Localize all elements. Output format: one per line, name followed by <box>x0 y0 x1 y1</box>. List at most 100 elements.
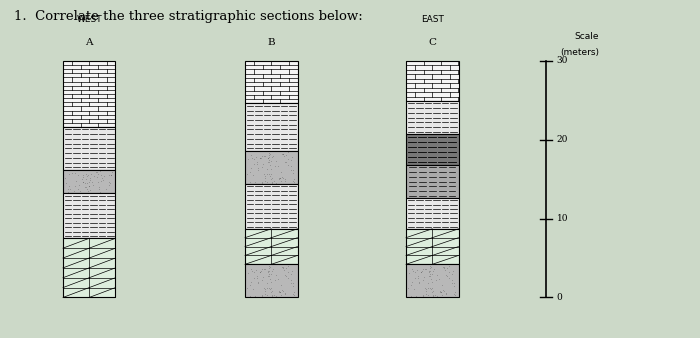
Point <box>423 293 434 298</box>
Point <box>272 276 284 282</box>
Point <box>265 162 276 168</box>
Point <box>78 179 89 185</box>
Point <box>246 269 257 274</box>
Point <box>92 169 103 175</box>
Point <box>258 285 270 291</box>
Point <box>276 288 288 293</box>
Point <box>277 151 288 157</box>
Point <box>245 279 256 284</box>
Point <box>420 288 431 294</box>
Point <box>75 188 86 194</box>
Point <box>96 172 107 178</box>
Point <box>250 154 261 159</box>
Point <box>82 189 93 194</box>
Point <box>245 152 256 158</box>
Point <box>428 289 439 294</box>
Point <box>440 267 451 272</box>
Point <box>80 172 91 177</box>
Bar <box>406 198 459 229</box>
Point <box>417 267 428 272</box>
Point <box>94 169 106 174</box>
Point <box>277 265 288 270</box>
Point <box>265 166 276 171</box>
Point <box>270 272 281 277</box>
Point <box>411 267 422 273</box>
Point <box>268 178 279 184</box>
Text: A: A <box>85 38 93 47</box>
Point <box>286 268 297 273</box>
Bar <box>406 61 459 101</box>
Point <box>256 267 267 272</box>
Text: 0: 0 <box>556 293 562 302</box>
Point <box>409 286 420 292</box>
Text: 20: 20 <box>556 135 568 144</box>
Point <box>93 186 104 191</box>
Point <box>256 164 267 169</box>
Point <box>248 275 259 280</box>
Point <box>88 182 99 187</box>
Point <box>97 177 108 182</box>
Point <box>255 269 266 274</box>
Point <box>414 281 425 286</box>
Point <box>279 153 290 159</box>
Point <box>278 264 289 270</box>
Point <box>288 292 299 297</box>
Point <box>407 269 418 274</box>
Point <box>286 167 297 172</box>
Point <box>267 293 278 299</box>
Point <box>416 269 427 274</box>
Point <box>265 158 276 163</box>
Point <box>251 273 262 279</box>
Point <box>276 179 287 184</box>
Point <box>255 269 266 274</box>
Point <box>264 159 275 165</box>
Point <box>418 275 429 280</box>
Point <box>277 175 288 180</box>
Point <box>265 280 276 285</box>
Point <box>417 293 428 299</box>
Point <box>64 187 75 192</box>
Point <box>85 171 97 177</box>
Point <box>434 288 445 294</box>
Point <box>251 160 262 165</box>
Bar <box>245 184 298 229</box>
Point <box>438 265 449 270</box>
Point <box>241 285 253 290</box>
Point <box>241 171 253 177</box>
Point <box>273 175 284 180</box>
Point <box>275 169 286 174</box>
Bar <box>63 127 116 170</box>
Point <box>448 284 459 289</box>
Point <box>81 180 92 186</box>
Point <box>282 269 293 275</box>
Point <box>418 293 429 298</box>
Point <box>90 169 101 175</box>
Point <box>421 292 432 297</box>
Point <box>447 277 458 282</box>
Point <box>261 280 272 285</box>
Point <box>259 175 270 180</box>
Point <box>447 268 458 273</box>
Point <box>265 290 276 295</box>
Point <box>410 293 421 298</box>
Point <box>257 179 268 185</box>
Point <box>63 187 74 192</box>
Point <box>267 154 278 160</box>
Point <box>263 271 274 276</box>
Point <box>82 173 93 178</box>
Point <box>440 273 452 278</box>
Point <box>256 153 267 159</box>
Point <box>248 161 259 167</box>
Point <box>61 180 72 185</box>
Point <box>267 180 278 185</box>
Text: Scale: Scale <box>574 31 598 41</box>
Point <box>88 173 99 178</box>
Point <box>257 161 268 167</box>
Point <box>267 289 278 294</box>
Point <box>245 169 256 174</box>
Point <box>104 180 116 186</box>
Point <box>435 290 446 295</box>
Text: 30: 30 <box>556 56 568 65</box>
Point <box>73 187 84 192</box>
Point <box>63 171 74 177</box>
